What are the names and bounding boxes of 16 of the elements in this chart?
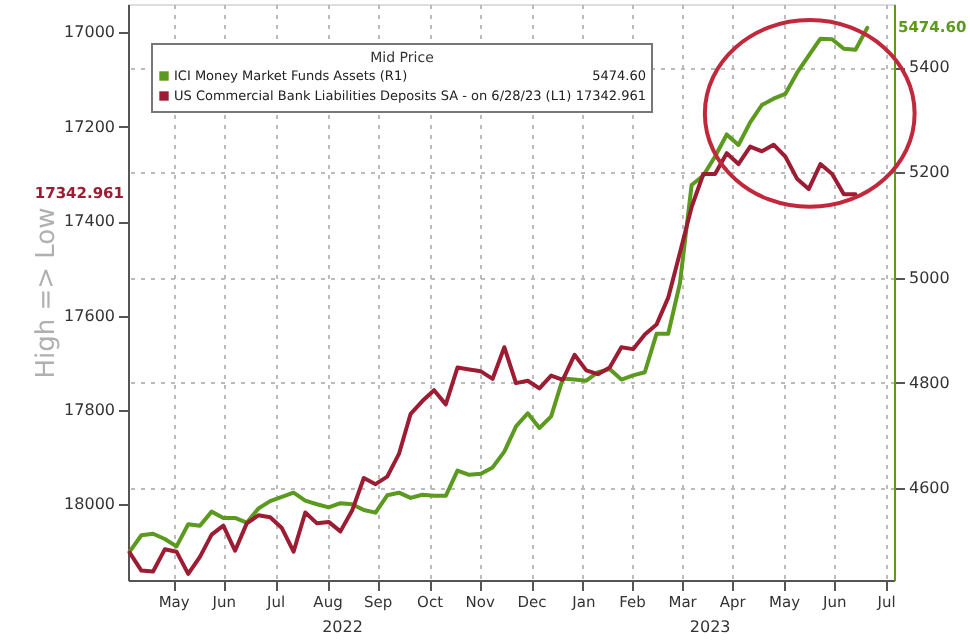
y-tick-label: 17000 <box>64 23 115 42</box>
line-series <box>127 25 870 554</box>
text: 2022 <box>322 618 363 636</box>
y2-tick-label: 5400 <box>909 58 950 77</box>
y-tick-label: 17800 <box>64 401 115 420</box>
y-tick-label: 17400 <box>64 212 115 231</box>
y2-tick-label: 4600 <box>909 478 950 497</box>
y-tick-label: 18000 <box>64 495 115 514</box>
text: 2023 <box>689 618 731 636</box>
line-series <box>127 142 858 576</box>
y2-tick-label: 5000 <box>909 268 950 287</box>
y2-tick-label: 5200 <box>909 163 950 182</box>
y-tick-label: 17600 <box>64 306 115 325</box>
y2-tick-label: 4800 <box>909 373 950 392</box>
y-axis-title: High => Low <box>32 206 63 379</box>
y-tick-label: 17200 <box>64 117 115 136</box>
